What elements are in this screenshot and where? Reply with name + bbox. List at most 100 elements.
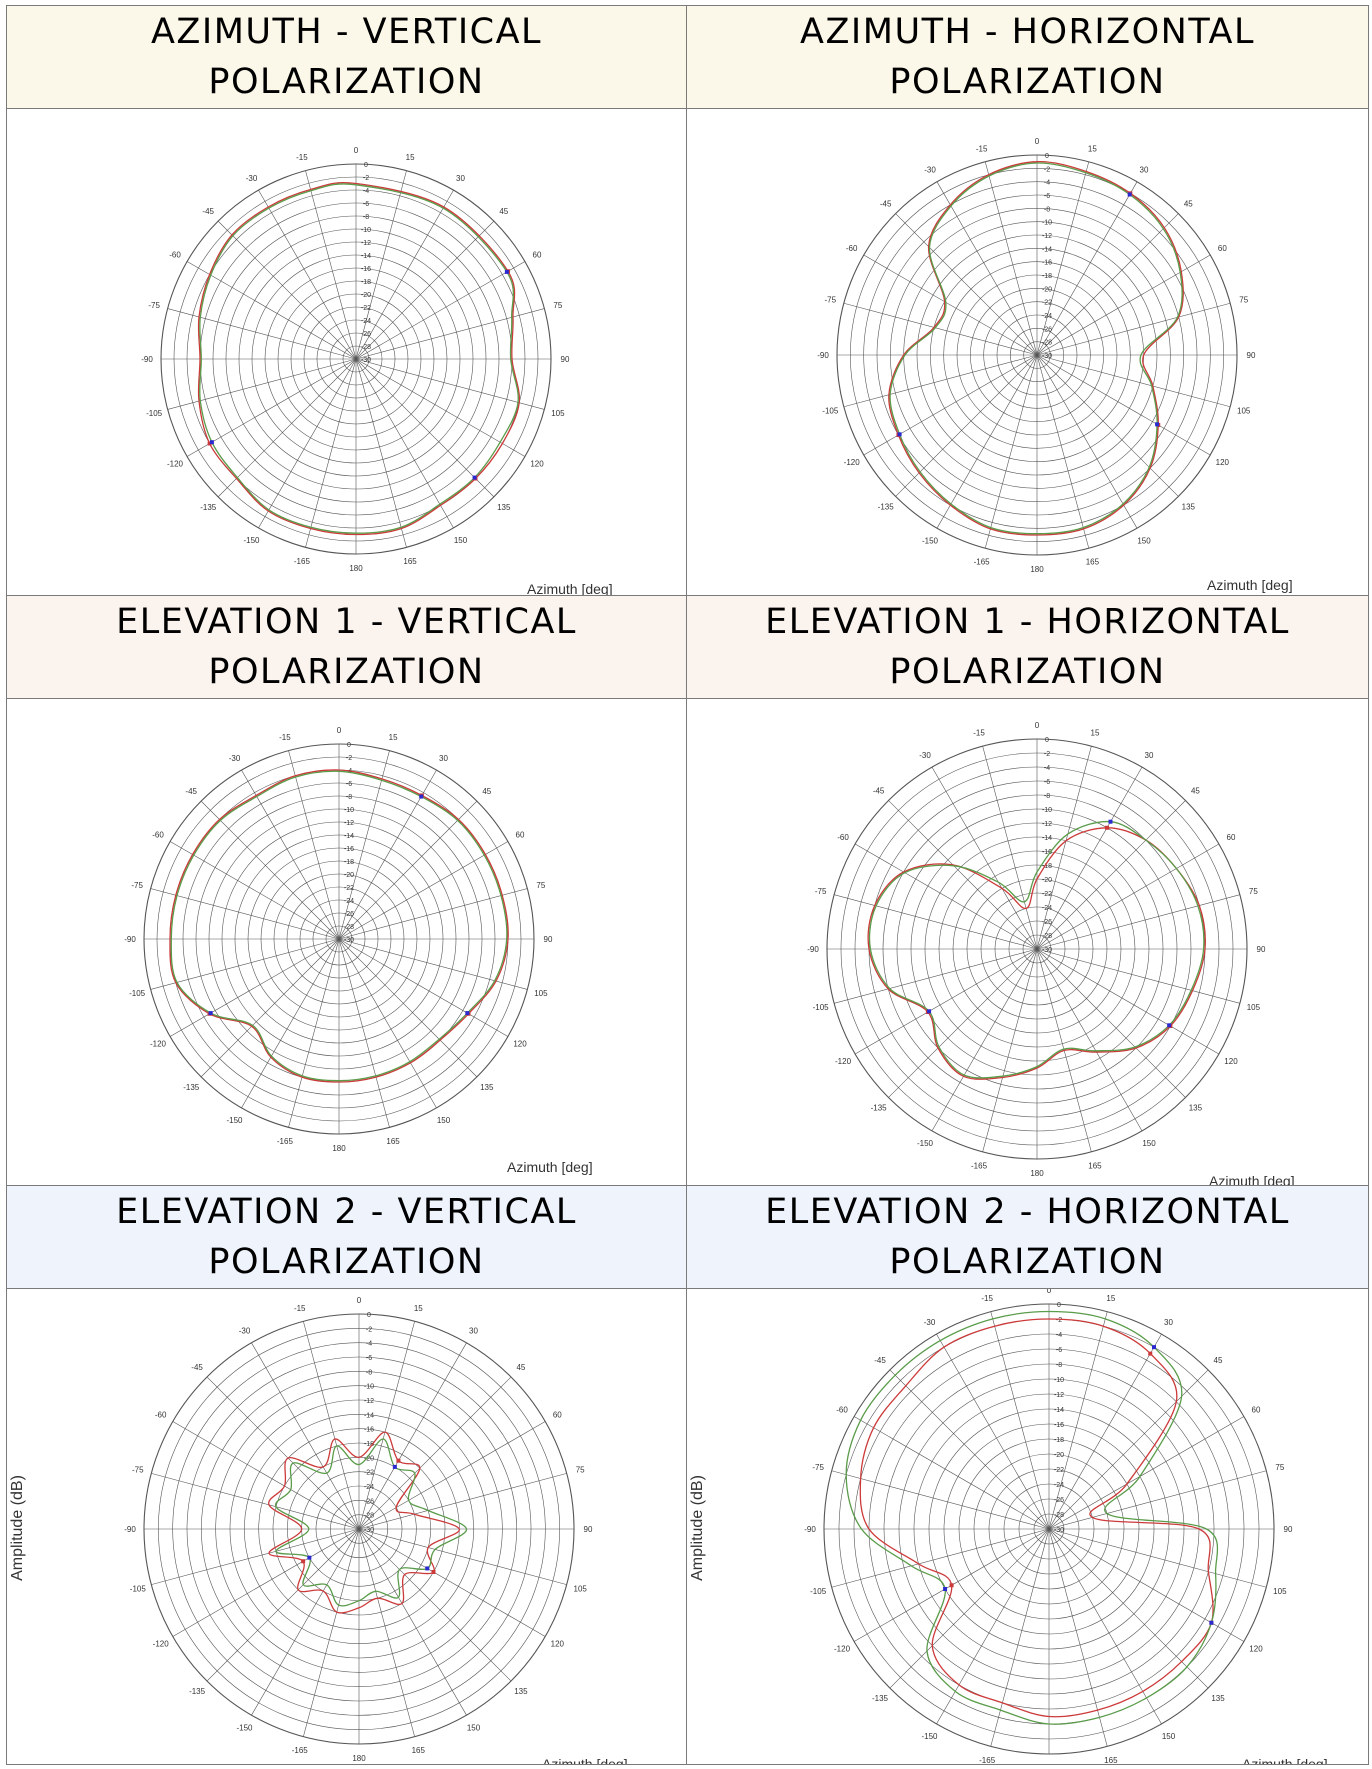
series-trace-red — [268, 1431, 460, 1614]
grid-spoke — [338, 938, 390, 1128]
angle-tick-label: -45 — [873, 787, 885, 796]
angle-tick-label: -75 — [132, 1466, 144, 1475]
angle-tick-label: 45 — [516, 1363, 525, 1372]
angle-tick-label: 45 — [1191, 787, 1200, 796]
angle-tick-label: 30 — [439, 754, 448, 763]
grid-spoke — [355, 358, 407, 548]
angle-tick-label: -105 — [130, 1584, 147, 1593]
x-axis-label: Azimuth [deg] — [542, 1756, 628, 1765]
grid-spoke — [206, 1528, 360, 1682]
grid-spoke — [990, 1528, 1050, 1747]
radial-tick-label: 0 — [1045, 737, 1049, 744]
grid-spoke — [358, 1528, 567, 1585]
grid-spoke — [358, 1528, 467, 1716]
header-elevation1-vertical: ELEVATION 1 - VERTICAL POLARIZATION — [7, 596, 687, 699]
angle-tick-label: -165 — [971, 1161, 988, 1170]
radial-tick-label: -26 — [344, 911, 354, 918]
radial-tick-label: -20 — [364, 1455, 374, 1462]
radial-tick-label: -24 — [344, 898, 354, 905]
grid-spoke — [982, 746, 1038, 950]
grid-spoke — [1036, 354, 1138, 529]
angle-tick-label: -150 — [243, 536, 260, 545]
angle-tick-label: -30 — [924, 1318, 936, 1327]
grid-spoke — [1048, 1369, 1209, 1530]
angle-tick-label: -75 — [812, 1463, 824, 1472]
polar-plot-svg: 0153045607590105120135150165180-165-150-… — [804, 1289, 1293, 1764]
radial-tick-label: -18 — [1042, 273, 1052, 280]
series-marker — [1167, 1023, 1172, 1028]
angle-tick-label: -75 — [815, 887, 827, 896]
radial-tick-label: 0 — [364, 162, 368, 169]
grid-spoke — [990, 1311, 1050, 1530]
radial-tick-label: -18 — [1054, 1437, 1064, 1444]
radial-tick-label: -6 — [366, 1355, 372, 1362]
grid-spoke — [936, 181, 1038, 356]
radial-tick-label: -4 — [1044, 765, 1050, 772]
series-trace-green — [845, 1310, 1219, 1725]
series-marker — [1209, 1620, 1214, 1625]
angle-tick-label: -120 — [150, 1040, 167, 1049]
grid-spoke — [1036, 766, 1143, 950]
angle-tick-label: -105 — [822, 406, 839, 415]
series-marker — [504, 269, 509, 274]
grid-spoke — [1036, 746, 1092, 950]
radial-tick-label: -2 — [363, 175, 369, 182]
angle-tick-label: -150 — [921, 1732, 938, 1741]
radial-tick-label: -16 — [1054, 1422, 1064, 1429]
radial-tick-label: -30 — [1054, 1527, 1064, 1534]
angle-tick-label: -120 — [167, 460, 184, 469]
angle-tick-label: -135 — [200, 503, 217, 512]
angle-tick-label: 165 — [1104, 1756, 1118, 1764]
grid-spoke — [889, 1528, 1050, 1689]
radial-tick-label: -20 — [1054, 1452, 1064, 1459]
radial-tick-label: -10 — [344, 807, 354, 814]
grid-spoke — [936, 1333, 1050, 1530]
angle-tick-label: 180 — [1030, 565, 1044, 574]
grid-spoke — [1036, 181, 1138, 356]
radial-tick-label: -2 — [1044, 166, 1050, 173]
grid-spoke — [358, 1528, 415, 1737]
grid-spoke — [984, 354, 1038, 549]
radial-tick-label: -24 — [1042, 313, 1052, 320]
angle-tick-label: 105 — [1237, 406, 1251, 415]
grid-spoke — [853, 1416, 1050, 1530]
grid-spoke — [355, 358, 545, 410]
radial-tick-label: -6 — [1044, 779, 1050, 786]
angle-tick-label: -135 — [189, 1687, 206, 1696]
series-marker — [465, 1011, 470, 1016]
radial-tick-label: -10 — [1042, 220, 1052, 227]
series-marker — [949, 1583, 954, 1588]
grid-spoke — [1048, 1528, 1267, 1588]
radial-tick-label: -18 — [361, 279, 371, 286]
radial-tick-label: -30 — [1042, 947, 1052, 954]
grid-spoke — [355, 358, 526, 457]
angle-tick-label: -45 — [202, 207, 214, 216]
angle-tick-label: -60 — [169, 251, 181, 260]
grid-spoke — [1048, 1528, 1108, 1747]
series-marker — [425, 1566, 430, 1571]
series-trace-red — [169, 769, 509, 1083]
series-trace-red — [859, 1318, 1214, 1718]
grid-spoke — [338, 888, 528, 940]
series-marker — [419, 794, 424, 799]
angle-tick-label: -15 — [973, 729, 985, 738]
grid-spoke — [338, 750, 390, 940]
angle-tick-label: 0 — [1047, 1289, 1052, 1295]
angle-tick-label: 0 — [354, 146, 359, 155]
grid-spoke — [984, 161, 1038, 356]
radial-tick-label: -8 — [1044, 206, 1050, 213]
radial-tick-label: -22 — [1042, 891, 1052, 898]
plot-azimuth-horizontal: 0 15 30 45 60 75 90 105 120 135 150 165 180 -165 -150-… — [687, 109, 1369, 596]
radial-tick-label: -6 — [1056, 1347, 1062, 1354]
grid-spoke — [1048, 1311, 1108, 1530]
grid-spoke — [258, 189, 357, 360]
grid-spoke — [895, 213, 1038, 356]
plot-azimuth-vertical: 0 15 30 45 60 75 90 105 120 135 150 165 180 -165 -150-… — [7, 109, 687, 596]
series-marker — [1155, 422, 1160, 427]
radial-tick-label: -6 — [1044, 193, 1050, 200]
angle-tick-label: -90 — [807, 945, 819, 954]
radial-tick-label: -4 — [1044, 180, 1050, 187]
grid-spoke — [1036, 254, 1211, 356]
grid-spoke — [1036, 843, 1220, 950]
angle-tick-label: -30 — [924, 166, 936, 175]
